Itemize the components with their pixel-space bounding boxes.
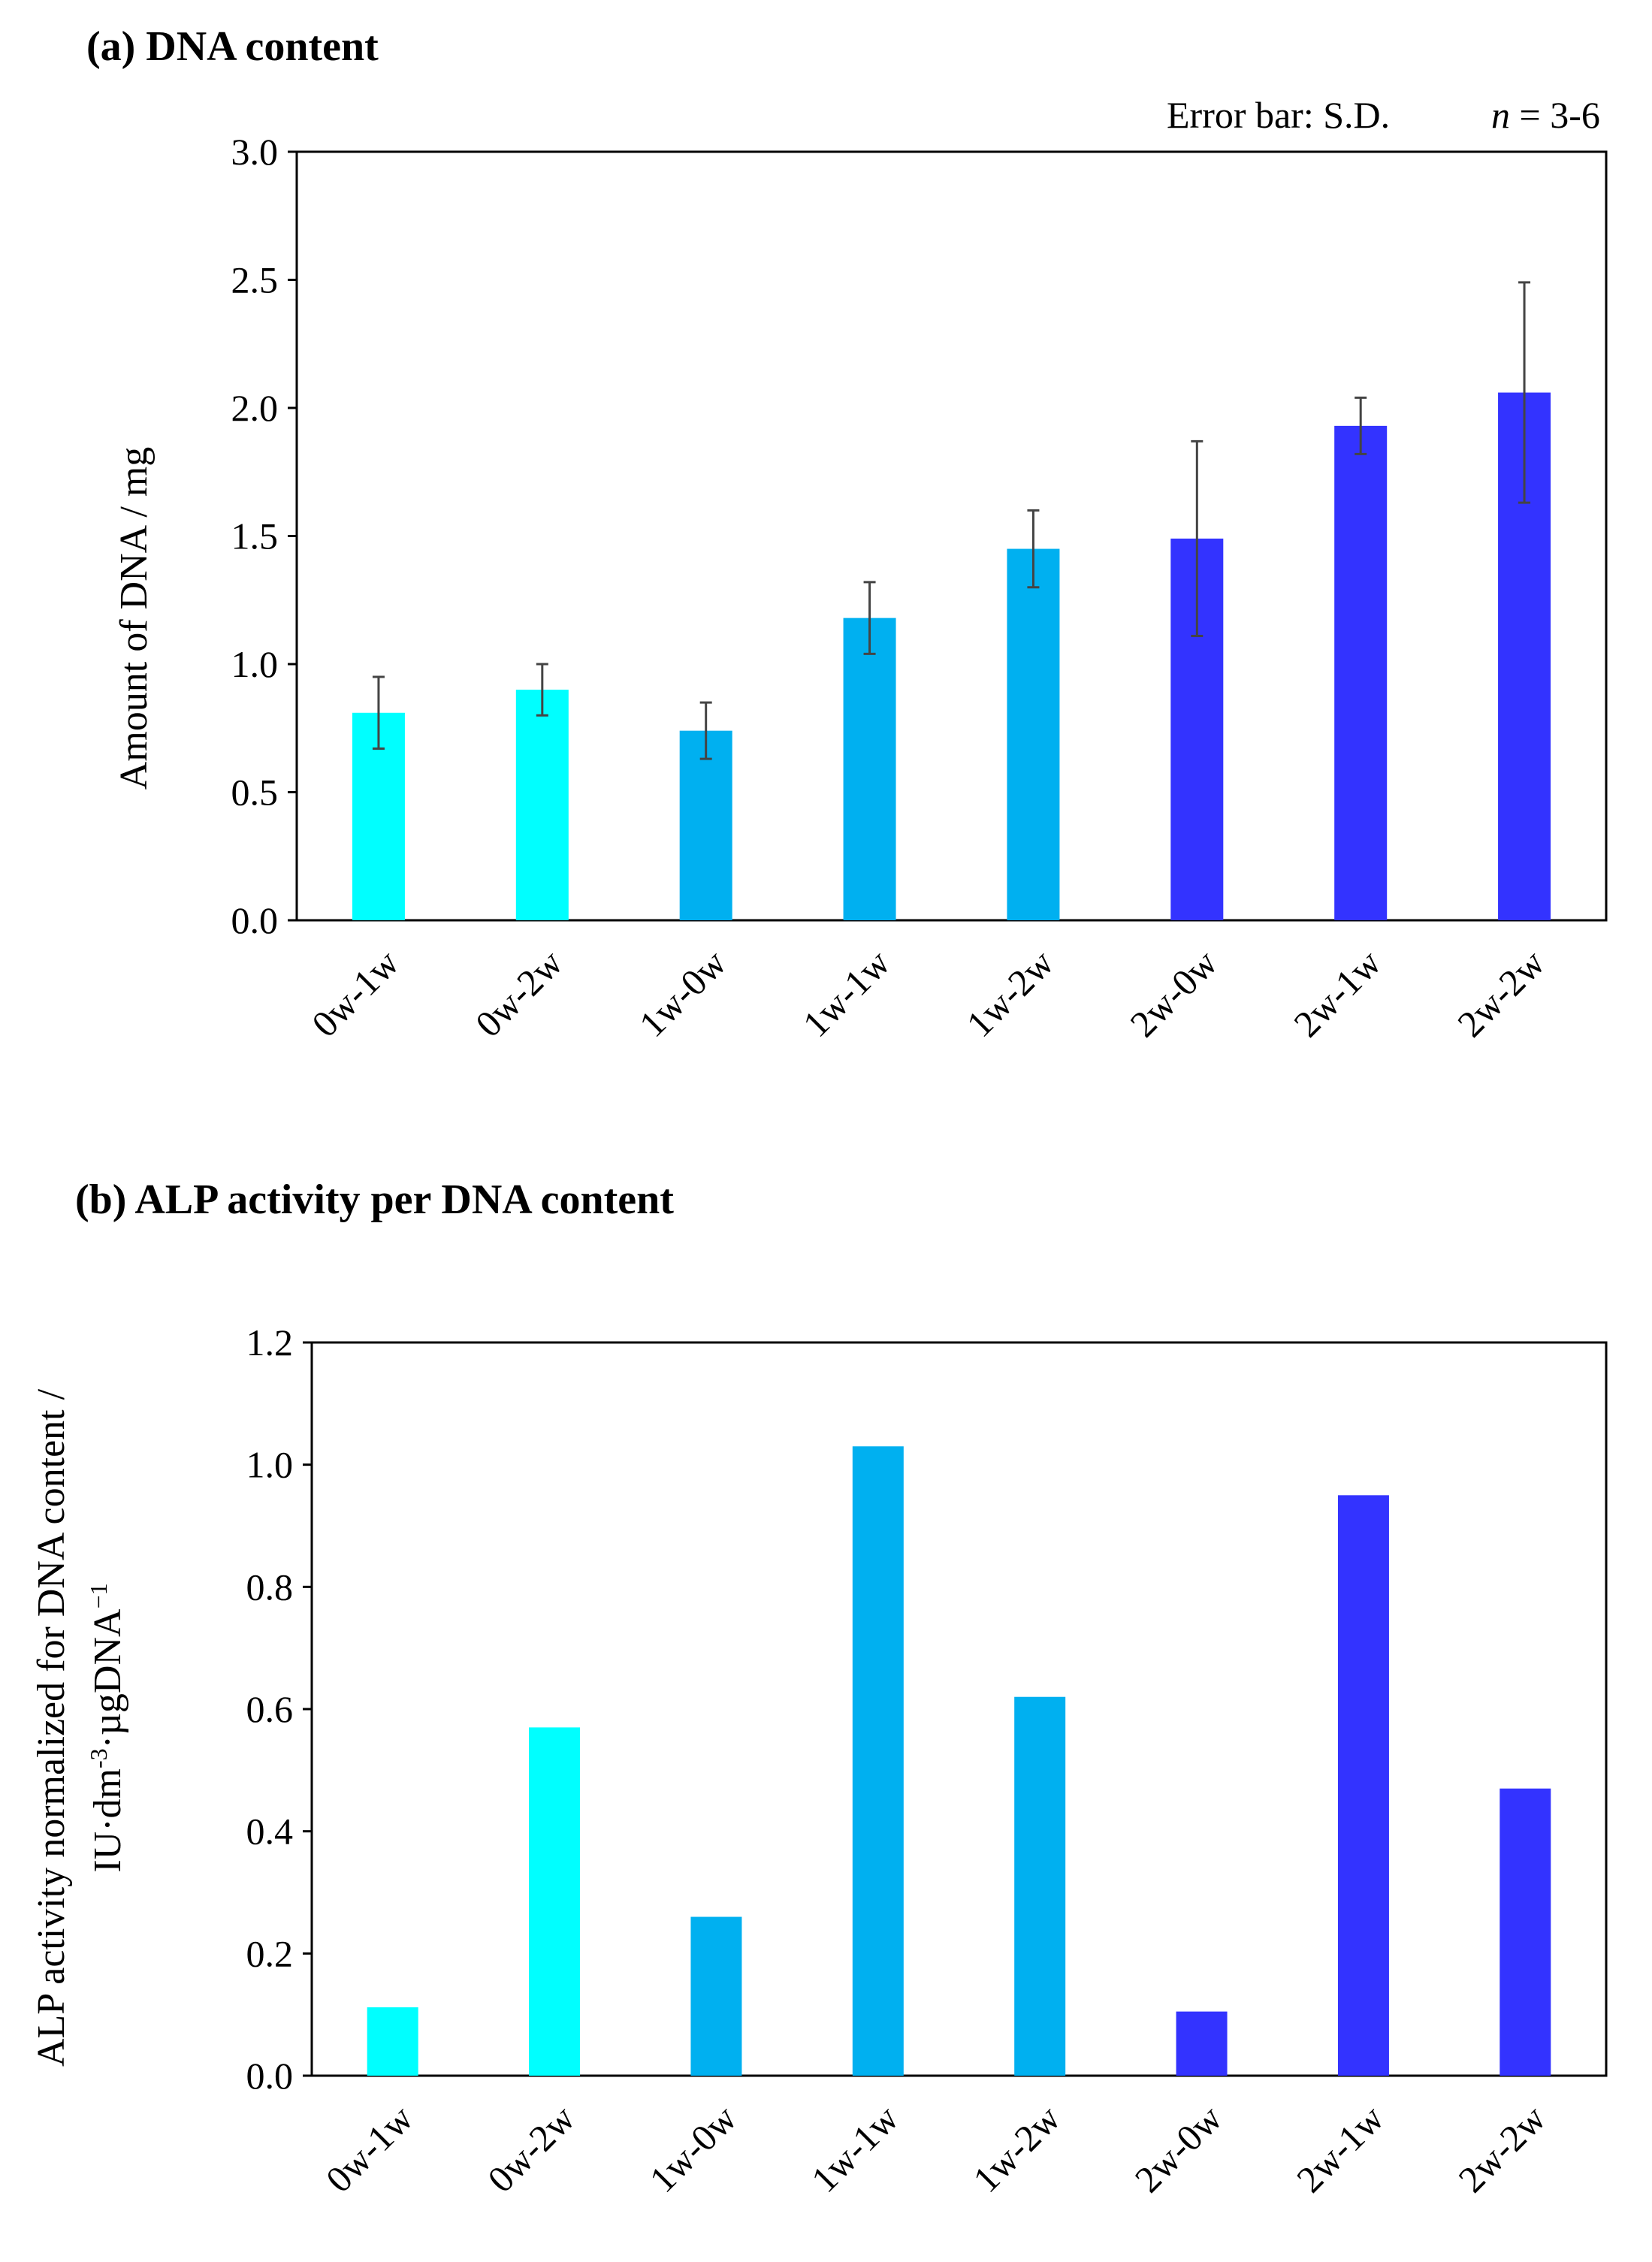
chart-a-y-axis-label: Amount of DNA / mg xyxy=(113,447,156,790)
chart-b-xtick-label: 1w-0w xyxy=(641,2097,744,2200)
chart-b-ytick-label: 0.4 xyxy=(246,1811,294,1853)
chart-b-y-axis-label-line2: IU·dm-3·µgDNA−1 xyxy=(85,1583,129,1872)
chart-a-xtick-label: 0w-1w xyxy=(304,941,407,1045)
chart-a-xtick-label: 1w-2w xyxy=(958,941,1062,1045)
chart-a-bar xyxy=(1007,548,1060,920)
chart-b-bar xyxy=(529,1727,581,2076)
chart-a-xtick-label: 0w-2w xyxy=(467,941,571,1045)
chart-a-xtick-label: 2w-2w xyxy=(1449,941,1553,1045)
chart-b-bar xyxy=(852,1446,904,2076)
chart-b-bar xyxy=(1499,1788,1551,2076)
chart-a-n-note: n = 3-6 xyxy=(1491,94,1600,136)
chart-b-bar xyxy=(1014,1696,1066,2076)
chart-b-ytick-label: 0.8 xyxy=(246,1566,294,1608)
chart-a-xtick-label: 1w-1w xyxy=(795,941,898,1045)
chart-a-ytick-label: 1.5 xyxy=(231,515,279,557)
chart-a-error-note: Error bar: S.D. xyxy=(1167,94,1390,136)
chart-a-ytick-label: 2.5 xyxy=(231,259,279,301)
chart-a-bar xyxy=(515,690,569,920)
chart-b-bar xyxy=(1337,1495,1389,2076)
chart-b-xtick-label: 0w-2w xyxy=(479,2097,583,2200)
chart-b-ytick-label: 1.2 xyxy=(246,1321,294,1364)
chart-a-ytick-label: 3.0 xyxy=(231,131,279,173)
chart-b-title: (b) ALP activity per DNA content xyxy=(75,1176,674,1223)
chart-b-ylabel-sup1: -3 xyxy=(85,1748,112,1768)
chart-b-ytick-label: 0.0 xyxy=(246,2055,294,2097)
chart-a-bar xyxy=(679,730,732,920)
chart-b-ytick-label: 0.6 xyxy=(246,1688,294,1730)
chart-a-title: (a) DNA content xyxy=(86,23,379,70)
chart-b-xtick-label: 2w-2w xyxy=(1450,2097,1554,2200)
chart-b-ytick-label: 1.0 xyxy=(246,1444,294,1486)
chart-a-ytick-label: 2.0 xyxy=(231,387,279,429)
chart-a-xtick-label: 1w-0w xyxy=(631,941,735,1045)
chart-b-xtick-label: 2w-1w xyxy=(1288,2097,1392,2200)
chart-b-xtick-label: 0w-1w xyxy=(318,2097,421,2200)
chart-a-bar xyxy=(1334,425,1388,920)
chart-a-marks: 0.0 0.5 1.0 1.5 2.0 2.5 3.0 0w-1w 0w-2w 1w-0w 1w-1… xyxy=(231,131,1553,1045)
chart-b-bar xyxy=(367,2007,418,2076)
chart-a-n-rest: = 3-6 xyxy=(1510,94,1600,136)
chart-a-xtick-label: 2w-0w xyxy=(1122,941,1225,1045)
chart-a-plot-frame xyxy=(295,150,1608,922)
chart-b-bar xyxy=(690,1916,742,2076)
chart-a-n-italic: n xyxy=(1491,94,1510,136)
chart-b-xtick-label: 1w-2w xyxy=(965,2097,1068,2200)
chart-b-ytick-label: 0.2 xyxy=(246,1932,294,1974)
chart-a-xtick-label: 2w-1w xyxy=(1285,941,1389,1045)
chart-b-marks: 0.0 0.2 0.4 0.6 0.8 1.0 1.2 0w-1w 0w-2w 1w-0w 1w-1… xyxy=(246,1321,1554,2200)
chart-b-y-axis-label-line1: ALP activity normalized for DNA content … xyxy=(30,1388,73,2067)
chart-b-ylabel-sup2: −1 xyxy=(85,1583,112,1608)
chart-b-plot-frame xyxy=(310,1341,1608,2077)
chart-b-xtick-label: 2w-0w xyxy=(1127,2097,1231,2200)
chart-a-ytick-label: 0.0 xyxy=(231,899,279,941)
chart-a-bar xyxy=(843,618,896,920)
chart-b-bar xyxy=(1176,2011,1228,2076)
chart-b-ylabel-unit-b: ·µgDNA xyxy=(86,1608,129,1748)
chart-a-ytick-label: 0.5 xyxy=(231,772,279,814)
chart-b-xtick-label: 1w-1w xyxy=(803,2097,907,2200)
chart-a-ytick-label: 1.0 xyxy=(231,643,279,685)
chart-b-ylabel-unit-a: IU·dm xyxy=(86,1768,129,1873)
